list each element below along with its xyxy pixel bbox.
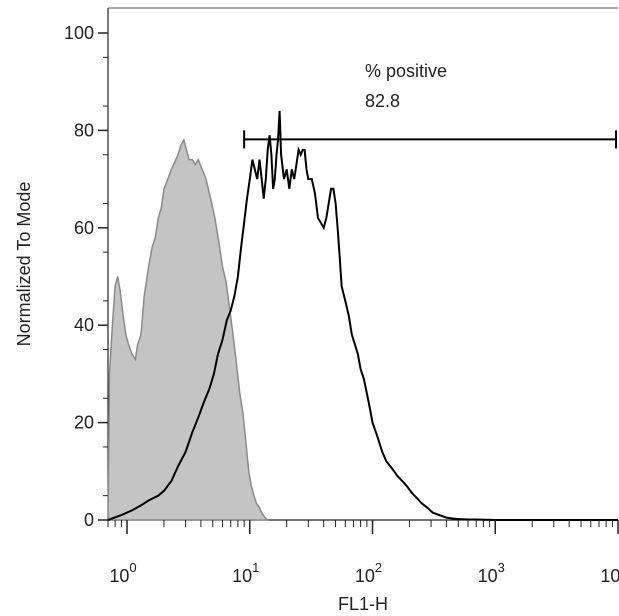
y-axis-ticks: 0 20 40 60 80 100 [64,23,108,530]
gate-value: 82.8 [365,91,400,111]
x-axis-title: FL1-H [338,594,388,614]
y-tick-label: 40 [74,315,94,335]
x-axis-ticks: 100 101 102 103 104 [107,520,619,586]
sample-histogram-line [107,110,618,521]
control-histogram-area [107,138,270,521]
y-tick-label: 20 [74,413,94,433]
x-tick-label: 103 [478,560,505,586]
y-tick-label: 60 [74,218,94,238]
x-tick-label: 102 [355,560,382,586]
positive-gate [243,130,617,149]
y-axis-title: Normalized To Mode [14,182,34,347]
x-tick-label: 104 [600,560,619,586]
y-tick-label: 80 [74,120,94,140]
y-tick-label: 100 [64,23,94,43]
x-tick-label: 100 [109,560,136,586]
x-tick-label: 101 [232,560,259,586]
y-tick-label: 0 [84,510,94,530]
gate-label: % positive [365,61,447,81]
